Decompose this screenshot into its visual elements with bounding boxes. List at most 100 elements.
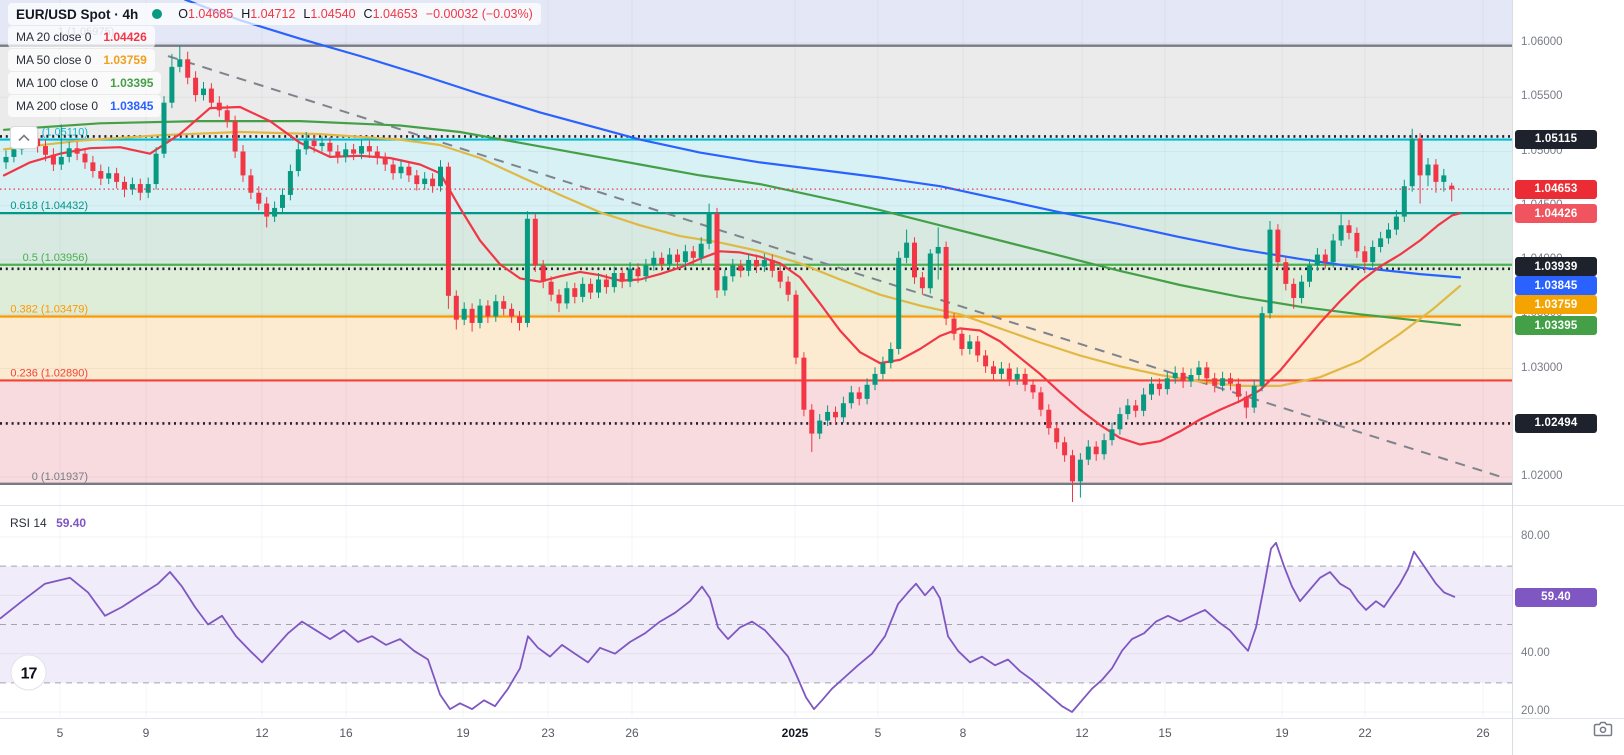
ohlc-values: O1.04685 H1.04712 L1.04540 C1.04653 −0.00032… [178, 7, 533, 21]
pane-separator[interactable] [0, 505, 1624, 506]
price-badge: 1.03939 [1515, 257, 1597, 277]
candle-body [1433, 164, 1439, 182]
candle-body [303, 140, 309, 150]
candle-body [935, 246, 941, 254]
fib-label-0.382: 0.382 (1.03479) [10, 304, 88, 316]
legend-ma-row-3[interactable]: MA 100 close 0 1.03395 [8, 72, 162, 94]
rsi-chart[interactable] [0, 505, 1513, 717]
time-axis-label: 12 [255, 726, 269, 740]
candle-body [659, 257, 665, 265]
candle-body [540, 265, 546, 282]
rsi-badge: 59.40 [1515, 587, 1597, 607]
candle-body [50, 154, 56, 165]
price-badge: 1.03845 [1515, 276, 1597, 296]
candle-body [1314, 254, 1320, 266]
candle-body [501, 301, 507, 309]
price-badge: 1.03395 [1515, 316, 1597, 336]
candle-body [1307, 265, 1312, 282]
pane-collapse-button[interactable] [10, 126, 38, 149]
candle-body [169, 66, 175, 103]
ma-row-value: 1.03395 [110, 76, 154, 90]
candle-body [11, 149, 17, 157]
time-axis[interactable]: 5 9 12 16 19 23 26 2025 5 8 12 15 19 22 26 [0, 718, 1513, 755]
candle-body [872, 373, 878, 385]
candle-body [746, 260, 752, 271]
candle-body [1101, 440, 1107, 455]
rsi-label: RSI [10, 516, 31, 530]
candle-body [532, 218, 538, 266]
candle-body [801, 357, 807, 410]
time-axis-label: 5 [56, 726, 64, 740]
candle-body [1038, 392, 1044, 410]
price-axis[interactable]: 1.060001.055001.050001.045001.040001.035… [1513, 0, 1624, 755]
time-axis-separator [0, 718, 1624, 719]
candle-body [1220, 378, 1226, 386]
candle-body [1251, 385, 1257, 408]
candle-body [777, 270, 783, 282]
candle-body [469, 308, 475, 323]
legend-ma-row-1[interactable]: MA 20 close 0 1.04426 [8, 26, 155, 48]
candle-body [1338, 225, 1344, 241]
time-axis-label: 22 [1358, 726, 1372, 740]
fib-label-0.618: 0.618 (1.04432) [10, 200, 88, 212]
time-axis-label: 2025 [781, 726, 809, 740]
candle-body [1283, 262, 1289, 284]
ma50-line[interactable] [2, 130, 1462, 387]
symbol-legend-row[interactable]: EUR/USD Spot · 4h O1.04685 H1.04712 L1.045… [8, 3, 541, 25]
candle-body [137, 184, 143, 193]
candle-body [564, 288, 570, 304]
candle-body [817, 420, 823, 434]
legend-ma-row-4[interactable]: MA 200 close 0 1.03845 [8, 95, 162, 117]
candle-body [343, 149, 349, 157]
candle-body [517, 316, 522, 323]
ma100-line[interactable] [2, 120, 1462, 327]
candle-body [943, 246, 949, 319]
ma-row-value: 1.03845 [110, 99, 154, 113]
candle-body [754, 260, 759, 267]
candle-body [280, 194, 285, 208]
candle-body [848, 392, 854, 404]
candle-body [287, 171, 293, 195]
candle-body [256, 192, 262, 204]
candle-body [1062, 442, 1068, 456]
tradingview-logo-icon: 17 [10, 654, 47, 691]
candle-body [1370, 246, 1376, 263]
candle-body [611, 273, 617, 288]
candle-body [98, 171, 104, 179]
candle-body [1386, 229, 1391, 239]
candle-body [548, 281, 554, 295]
candle-body [769, 260, 775, 271]
candle-body [90, 162, 96, 172]
candle-body [1322, 254, 1328, 263]
candle-body [1172, 372, 1178, 379]
candle-body [216, 102, 222, 111]
screenshot-camera-button[interactable] [1592, 719, 1616, 741]
ma200-line[interactable] [183, 0, 1462, 279]
candle-body [438, 166, 443, 187]
candle-body [445, 166, 451, 296]
candle-body [524, 218, 530, 323]
tradingview-logo[interactable]: 17 [10, 654, 47, 691]
candle-body [1259, 313, 1265, 386]
candle-body [675, 254, 680, 263]
candle-body [619, 273, 625, 282]
rsi-param: 14 [33, 516, 47, 530]
candle-body [272, 207, 278, 217]
price-chart[interactable]: 0.786 (1.05110)0.618 (1.04432)0.5 (1.039… [0, 0, 1513, 505]
rsi-axis-label: 20.00 [1521, 705, 1550, 717]
candle-body [74, 148, 80, 154]
candle-body [651, 257, 657, 266]
candle-body [1109, 429, 1115, 441]
candle-body [493, 301, 499, 317]
candle-body [351, 149, 357, 154]
candle-body [738, 265, 744, 271]
candle-body [114, 173, 120, 182]
candle-body [1235, 383, 1241, 397]
candle-body [311, 140, 317, 147]
rsi-legend[interactable]: RSI 14 59.40 [10, 516, 86, 530]
time-axis-label: 15 [1158, 726, 1172, 740]
candle-body [967, 341, 973, 349]
candle-body [627, 268, 633, 282]
legend-ma-row-2[interactable]: MA 50 close 0 1.03759 [8, 49, 155, 71]
candle-body [66, 148, 72, 157]
